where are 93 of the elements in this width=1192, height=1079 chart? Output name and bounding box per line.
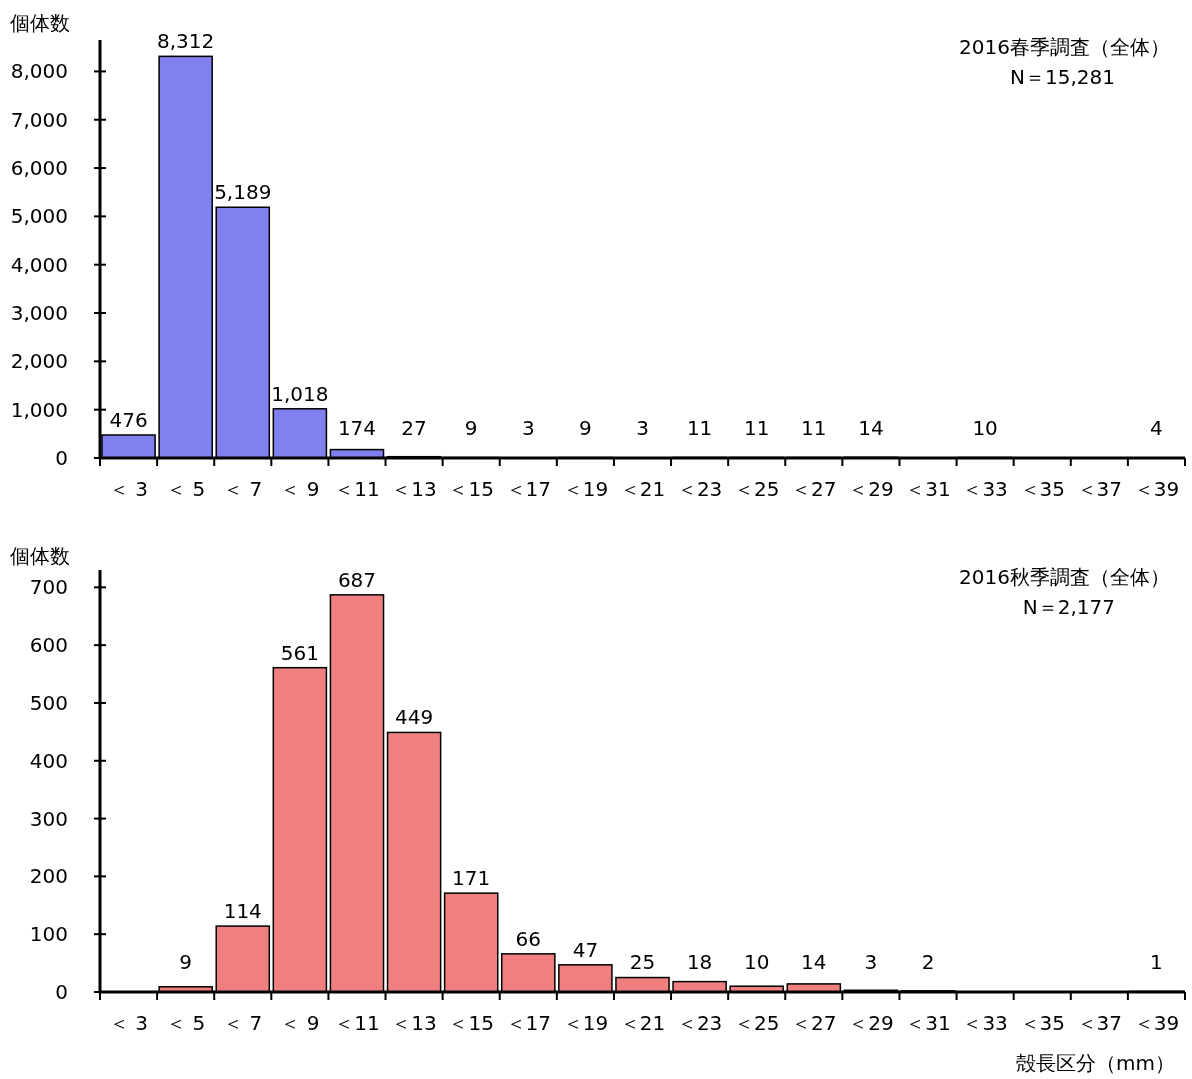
x-tick-label: ＜19	[562, 477, 609, 501]
data-label: 561	[280, 640, 319, 665]
x-tick-label: ＜ 7	[223, 477, 263, 501]
x-tick-label: ＜ 7	[223, 1011, 263, 1035]
x-tick-label: ＜29	[848, 1011, 894, 1035]
x-tick-label: ＜19	[562, 1011, 609, 1035]
data-label: 10	[972, 416, 998, 440]
data-label: 27	[401, 416, 427, 440]
data-label: 9	[464, 416, 478, 440]
data-label: 2	[921, 950, 935, 974]
x-tick-label: ＜39	[1133, 477, 1180, 501]
y-tick-label: 6,000	[10, 156, 68, 181]
x-tick-label: ＜33	[962, 1011, 1008, 1035]
data-label: 3	[521, 416, 535, 440]
y-tick-label: 4,000	[10, 252, 68, 277]
annotation: N＝15,281	[1010, 65, 1115, 89]
y-tick-label: 400	[29, 748, 68, 773]
x-tick-label: ＜39	[1133, 1011, 1180, 1035]
data-label: 14	[858, 416, 884, 440]
data-label: 47	[572, 937, 599, 962]
x-tick-label: ＜ 5	[166, 477, 206, 501]
data-label: 114	[223, 899, 262, 924]
x-tick-label: ＜35	[1019, 477, 1065, 501]
y-tick-label: 5,000	[10, 204, 68, 229]
data-label: 449	[394, 705, 434, 730]
y-tick-label: 300	[29, 806, 68, 831]
data-label: 174	[337, 416, 377, 440]
x-tick-label: ＜ 3	[109, 1011, 149, 1035]
data-label: 11	[686, 416, 713, 440]
x-tick-label: ＜37	[1076, 477, 1123, 501]
data-label: 476	[109, 408, 148, 432]
x-tick-label: ＜11	[334, 477, 380, 501]
annotation: 2016秋季調査（全体）	[959, 565, 1170, 589]
data-label: 687	[337, 567, 377, 592]
x-tick-label: ＜23	[676, 1011, 723, 1035]
data-label: 11	[743, 416, 770, 440]
x-tick-label: ＜33	[962, 477, 1008, 501]
y-tick-label: 600	[29, 633, 68, 658]
y-tick-label: 100	[29, 922, 68, 947]
y-axis-title: 個体数	[10, 11, 70, 35]
y-tick-label: 1,000	[10, 397, 68, 422]
y-tick-label: 0	[55, 446, 68, 470]
data-label: 5,189	[214, 180, 272, 205]
y-tick-label: 200	[29, 864, 68, 889]
x-tick-label: ＜ 9	[280, 1011, 320, 1035]
x-tick-label: ＜17	[505, 477, 552, 501]
data-label: 9	[179, 950, 193, 974]
x-tick-label: ＜13	[391, 1011, 437, 1035]
x-tick-label: ＜15	[448, 1011, 494, 1035]
data-label: 14	[801, 950, 827, 974]
x-tick-label: ＜11	[334, 1011, 380, 1035]
data-label: 4	[1150, 416, 1163, 440]
annotation: 2016春季調査（全体）	[959, 35, 1170, 59]
x-tick-label: ＜17	[505, 1011, 552, 1035]
data-label: 3	[864, 950, 878, 974]
x-tick-label: ＜ 3	[109, 477, 149, 501]
y-axis-title: 個体数	[10, 544, 70, 568]
x-tick-label: ＜ 9	[280, 477, 320, 501]
x-tick-label: ＜37	[1076, 1011, 1123, 1035]
x-tick-label: ＜27	[791, 1011, 837, 1035]
data-label: 25	[629, 950, 656, 974]
data-label: 11	[801, 416, 827, 440]
data-label: 3	[636, 416, 649, 440]
y-tick-label: 7,000	[10, 107, 68, 132]
x-tick-label: ＜25	[733, 1011, 780, 1035]
x-tick-label: ＜31	[905, 1011, 951, 1035]
y-tick-label: 3,000	[10, 301, 68, 326]
x-tick-label: ＜31	[905, 477, 951, 501]
x-tick-label: ＜35	[1019, 1011, 1065, 1035]
x-tick-label: ＜29	[848, 477, 894, 501]
data-label: 9	[579, 416, 592, 440]
data-label: 171	[452, 866, 491, 891]
y-tick-label: 8,000	[10, 59, 68, 84]
data-label: 1	[1150, 950, 1163, 974]
y-tick-label: 700	[29, 575, 68, 600]
x-tick-label: ＜21	[619, 1011, 666, 1035]
y-tick-label: 0	[55, 980, 68, 1004]
x-tick-label: ＜27	[791, 477, 837, 501]
x-tick-label: ＜21	[619, 477, 666, 501]
y-tick-label: 2,000	[10, 349, 68, 374]
x-tick-label: ＜13	[391, 477, 437, 501]
data-label: 66	[515, 926, 542, 951]
data-label: 8,312	[157, 29, 215, 54]
data-label: 10	[743, 950, 770, 974]
data-label: 1,018	[271, 381, 329, 406]
x-tick-label: ＜25	[733, 477, 780, 501]
x-tick-label: ＜15	[448, 477, 494, 501]
x-axis-title: 殻長区分（mm）	[1016, 1051, 1175, 1075]
y-tick-label: 500	[29, 690, 68, 715]
x-tick-label: ＜23	[676, 477, 723, 501]
data-label: 18	[686, 950, 713, 974]
annotation: N＝2,177	[1022, 595, 1115, 619]
x-tick-label: ＜ 5	[166, 1011, 206, 1035]
